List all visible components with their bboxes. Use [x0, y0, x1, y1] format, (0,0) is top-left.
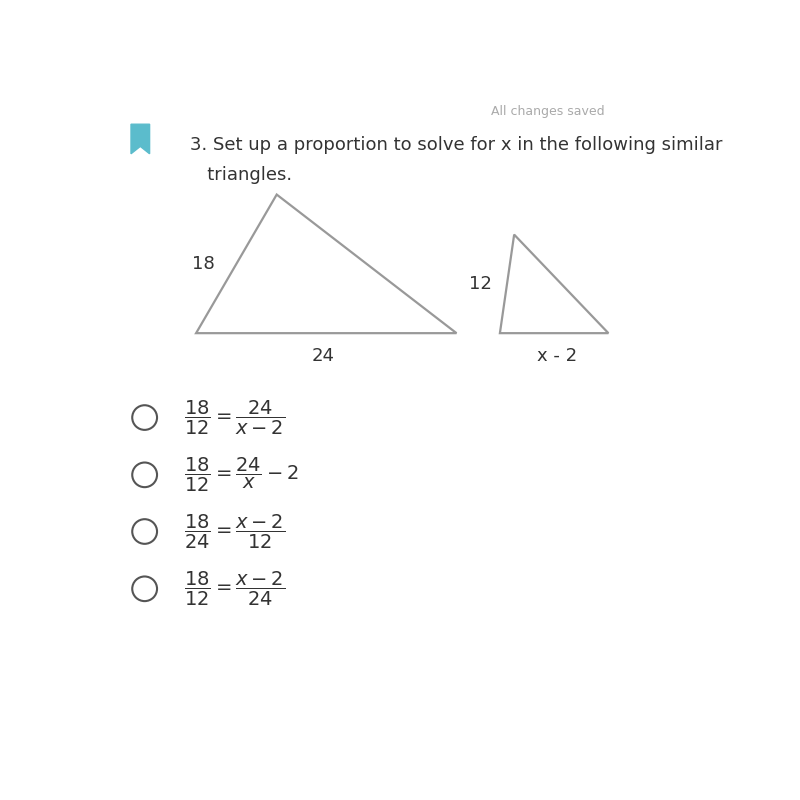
Text: All changes saved: All changes saved	[490, 106, 604, 118]
Text: 3. Set up a proportion to solve for x in the following similar: 3. Set up a proportion to solve for x in…	[190, 136, 722, 154]
Text: $\dfrac{18}{12} = \dfrac{x-2}{24}$: $\dfrac{18}{12} = \dfrac{x-2}{24}$	[184, 570, 285, 608]
Text: 24: 24	[312, 346, 334, 365]
Text: $\dfrac{18}{12} = \dfrac{24}{x-2}$: $\dfrac{18}{12} = \dfrac{24}{x-2}$	[184, 398, 285, 437]
Text: $\dfrac{18}{12} = \dfrac{24}{x} - 2$: $\dfrac{18}{12} = \dfrac{24}{x} - 2$	[184, 456, 298, 494]
Text: triangles.: triangles.	[190, 166, 292, 184]
Text: x - 2: x - 2	[537, 346, 577, 365]
Text: 18: 18	[192, 254, 214, 273]
Text: 12: 12	[469, 275, 492, 293]
Text: $\dfrac{18}{24} = \dfrac{x-2}{12}$: $\dfrac{18}{24} = \dfrac{x-2}{12}$	[184, 513, 285, 550]
Polygon shape	[131, 124, 150, 154]
